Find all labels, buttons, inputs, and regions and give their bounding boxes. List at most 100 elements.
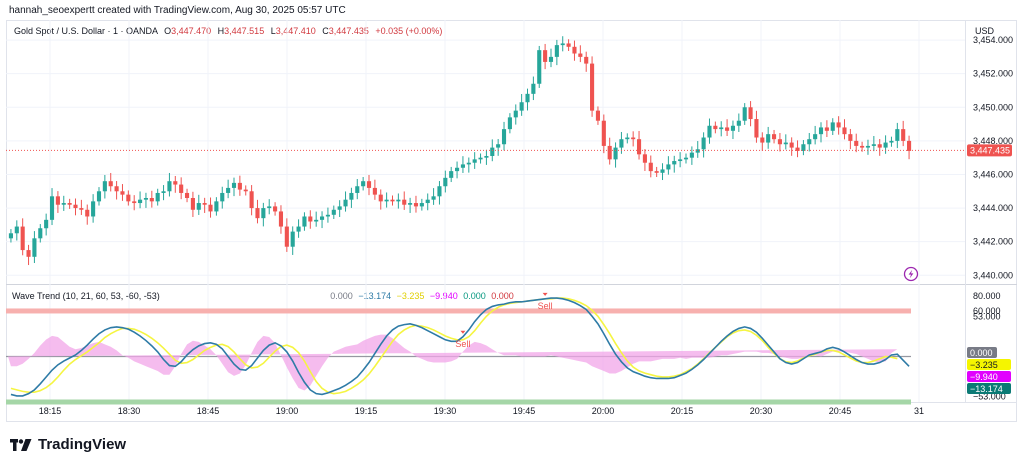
price-axis[interactable]: 3,440.000 3,442.000 3,444.000 3,446.000 3,44…: [973, 35, 1013, 280]
candle: [648, 155, 653, 178]
candle: [14, 220, 19, 241]
candle: [525, 88, 530, 111]
candle: [895, 122, 900, 149]
candle: [314, 211, 319, 227]
candle: [237, 175, 242, 196]
candle: [302, 212, 307, 231]
candle: [325, 207, 330, 223]
wave-trend-line-2: [10, 297, 898, 395]
sell-marker-icon: [542, 292, 548, 296]
osc-badge-diff-label: −9.940: [970, 372, 998, 382]
lightning-icon[interactable]: [903, 266, 919, 282]
candle: [61, 195, 66, 211]
candle: [760, 132, 765, 151]
candle: [290, 226, 295, 255]
candle: [654, 166, 659, 177]
wave-trend-line-1: [10, 297, 910, 397]
candle: [278, 205, 284, 234]
currency-label[interactable]: USD: [975, 26, 995, 36]
overbought-band: [6, 308, 911, 314]
candle: [507, 113, 512, 134]
candle: [748, 101, 753, 127]
indicator-value: −3.235: [396, 291, 425, 301]
candle: [883, 135, 888, 154]
indicator-value: 0.000: [330, 291, 353, 301]
sell-label: Sell: [455, 339, 470, 349]
osc-badge-wt2-label: −3.235: [970, 360, 998, 370]
candle: [607, 137, 612, 165]
candle: [584, 51, 589, 72]
candle: [666, 156, 671, 175]
candle: [613, 142, 618, 168]
candle: [642, 149, 647, 171]
candle: [777, 132, 782, 152]
indicator-value: 0.000: [463, 291, 486, 301]
osc-badge-wt2: [967, 359, 1011, 370]
price-tick-label: 3,448.000: [973, 136, 1013, 146]
candle: [402, 191, 407, 210]
candle: [308, 210, 313, 229]
price-tick-label: 3,446.000: [973, 169, 1013, 179]
candle: [161, 185, 166, 201]
high-value: 3,447.515: [224, 26, 265, 36]
candle: [449, 166, 454, 183]
time-tick-label: 20:30: [750, 406, 773, 416]
candle: [554, 39, 559, 66]
indicator-name[interactable]: Wave Trend (10, 21, 60, 53, -60, -53): [12, 291, 160, 301]
chart-frame: [6, 20, 1017, 422]
candle: [824, 120, 829, 138]
time-tick-label: 19:00: [276, 406, 299, 416]
candle: [120, 184, 125, 201]
tradingview-logo[interactable]: TradingView: [10, 436, 126, 453]
time-axis[interactable]: 18:15 18:30 18:45 19:00 19:15 19:30 19:45 20:00…: [39, 406, 924, 416]
candle: [138, 191, 143, 209]
candle: [437, 181, 442, 205]
candle: [695, 141, 700, 158]
candle: [408, 197, 413, 213]
close-value: 3,447.435: [328, 26, 369, 36]
candle: [413, 195, 419, 213]
candle: [143, 192, 149, 208]
candle: [795, 140, 800, 158]
time-tick-label: 31: [914, 406, 924, 416]
price-tick-label: 3,444.000: [973, 203, 1013, 213]
candle: [102, 174, 107, 199]
candle: [901, 120, 906, 147]
osc-badge-wt1: [967, 383, 1011, 394]
open-label: O: [164, 26, 172, 36]
low-label: L: [270, 26, 276, 36]
brand-name: TradingView: [38, 436, 127, 453]
candle: [44, 213, 49, 236]
candle: [484, 149, 489, 165]
candle: [496, 139, 501, 156]
candle: [184, 188, 190, 203]
candle: [366, 174, 372, 196]
candle: [155, 188, 160, 206]
symbol-name[interactable]: Gold Spot / U.S. Dollar · 1 · OANDA: [14, 26, 158, 36]
candle: [578, 45, 583, 63]
open-value: 3,447.470: [171, 26, 212, 36]
candle: [284, 218, 289, 252]
candle: [754, 110, 759, 143]
candle: [114, 181, 119, 200]
candle: [730, 120, 736, 140]
time-tick-label: 18:45: [197, 406, 220, 416]
candle: [807, 132, 812, 152]
osc-tick-label: 60.000: [973, 306, 1001, 316]
candle: [255, 199, 260, 224]
candle: [20, 218, 25, 256]
candle: [384, 192, 389, 208]
signal-annotations: Sell Sell: [455, 292, 553, 349]
candles: [8, 36, 912, 266]
candle: [267, 199, 272, 215]
indicator-legend: Wave Trend (10, 21, 60, 53, -60, -53) 0.…: [12, 291, 514, 301]
candle: [372, 179, 377, 200]
candle: [67, 198, 72, 209]
candle: [813, 125, 818, 145]
candle: [842, 119, 847, 140]
candle: [243, 185, 248, 196]
change-value: +0.035 (+0.00%): [375, 26, 443, 36]
time-tick-label: 18:15: [39, 406, 62, 416]
